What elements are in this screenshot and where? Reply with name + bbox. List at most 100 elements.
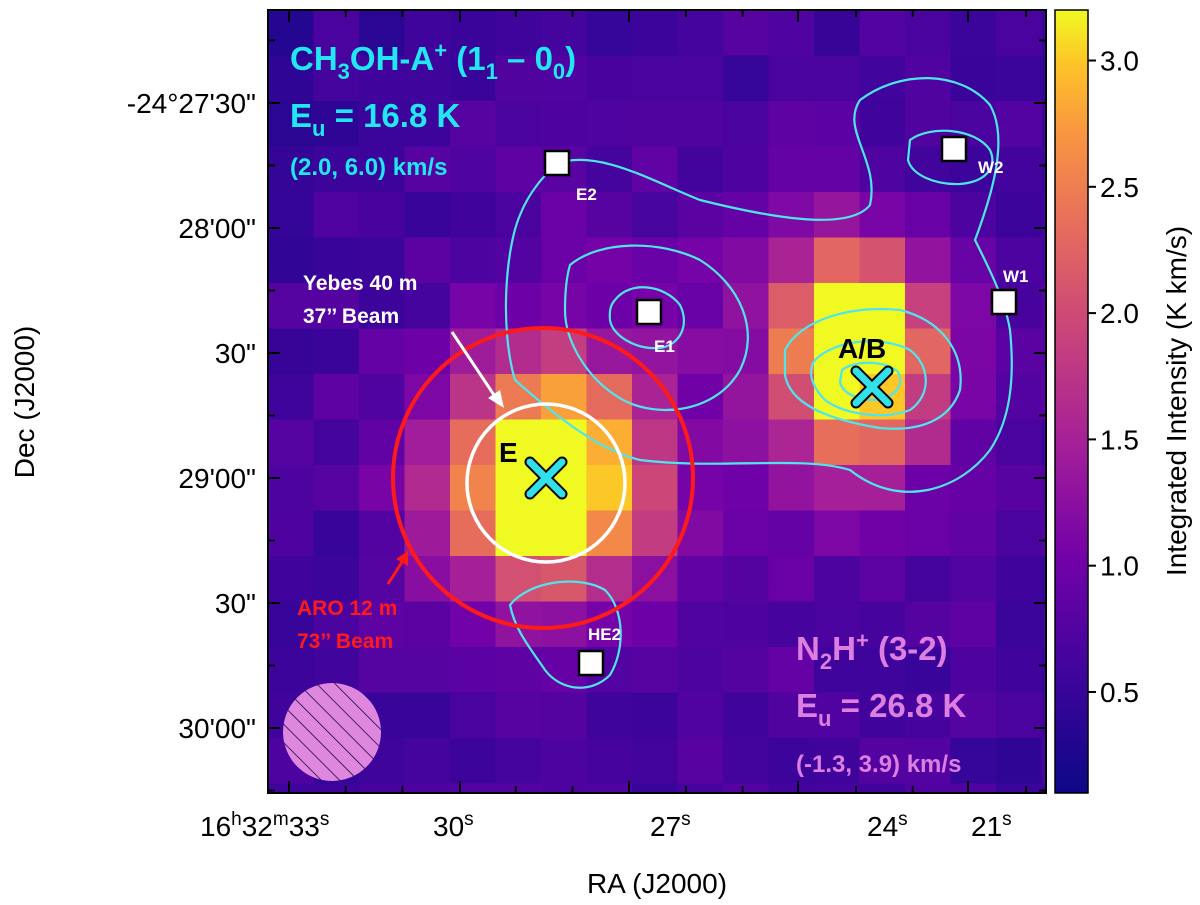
heatmap-cell [1041, 192, 1046, 239]
heatmap-cell [677, 328, 724, 375]
heatmap-cell [768, 146, 815, 193]
y-axis-label: Dec (J2000) [9, 326, 40, 479]
heatmap-cell [723, 601, 770, 648]
heatmap-cell [950, 283, 997, 330]
heatmap-cell [723, 556, 770, 603]
heatmap-cell [859, 328, 906, 375]
heatmap-cell [541, 783, 588, 793]
yebes-label-1: Yebes 40 m [303, 272, 417, 295]
heatmap-cell [996, 738, 1043, 785]
heatmap-cell [404, 601, 451, 648]
heatmap-cell [359, 783, 406, 793]
x-tick-label: 21s [971, 809, 1012, 842]
yebes-label-2: 37’’ Beam [303, 305, 399, 328]
heatmap-cell [814, 283, 861, 330]
heatmap-cell [632, 10, 679, 57]
heatmap-cell [814, 55, 861, 102]
heatmap-cell [950, 419, 997, 466]
heatmap-cell [268, 328, 315, 375]
heatmap-cell [450, 10, 497, 57]
y-tick-label: 30'00" [178, 713, 256, 744]
heatmap-cell [1041, 601, 1046, 648]
heatmap-cell [905, 10, 952, 57]
heatmap-cell [632, 647, 679, 694]
position-markers [543, 135, 1018, 677]
heatmap-cell [450, 556, 497, 603]
heatmap-cell [768, 738, 815, 785]
heatmap-cell [859, 192, 906, 239]
heatmap-cell [404, 55, 451, 102]
heatmap-cell [313, 101, 360, 148]
heatmap-cell [404, 738, 451, 785]
heatmap-cell [996, 192, 1043, 239]
heatmap-cell [313, 237, 360, 284]
heatmap-cell [1041, 146, 1046, 193]
heatmap-cell [359, 146, 406, 193]
heatmap-cell [450, 510, 497, 557]
heatmap-cell [859, 237, 906, 284]
x-tick-label: 24s [867, 809, 908, 842]
heatmap-cell [632, 601, 679, 648]
heatmap-cell [723, 692, 770, 739]
heatmap-cell [677, 647, 724, 694]
heatmap-cell [905, 692, 952, 739]
heatmap-cell [1041, 647, 1046, 694]
heatmap-cell [859, 601, 906, 648]
heatmap-cell [905, 783, 952, 793]
heatmap-cell [268, 283, 315, 330]
heatmap-cell [268, 55, 315, 102]
heatmap-cell [950, 510, 997, 557]
n2h-eu-label: Eu = 26.8 K [796, 687, 966, 731]
heatmap-cell [541, 101, 588, 148]
heatmap-cell [268, 101, 315, 148]
heatmap-cell [814, 101, 861, 148]
heatmap-cell [996, 146, 1043, 193]
heatmap-cell [450, 738, 497, 785]
heatmap-cell [996, 55, 1043, 102]
heatmap-cell [359, 556, 406, 603]
marker-he2 [577, 649, 605, 677]
heatmap-cell [905, 510, 952, 557]
heatmap-cell [450, 192, 497, 239]
heatmap-cell [313, 55, 360, 102]
colorbar-label: Integrated Intensity (K km/s) [1161, 226, 1192, 576]
heatmap-cell [723, 374, 770, 421]
heatmap-cell [996, 374, 1043, 421]
y-tick-labels: -24°27'30" 28'00" 30" 29'00" 30" 30'00" [127, 88, 256, 744]
marker-e1 [635, 298, 663, 326]
heatmap-cell [404, 10, 451, 57]
heatmap-cell [996, 692, 1043, 739]
heatmap-cell [723, 55, 770, 102]
heatmap-cell [541, 192, 588, 239]
heatmap-cell [996, 465, 1043, 512]
heatmap-cell [859, 101, 906, 148]
heatmap-cell [996, 601, 1043, 648]
heatmap-cell [677, 55, 724, 102]
y-tick-label: 29'00" [178, 463, 256, 494]
heatmap-cell [268, 419, 315, 466]
heatmap-cell [1041, 101, 1046, 148]
heatmap-cell [996, 237, 1043, 284]
heatmap-cell [950, 692, 997, 739]
heatmap-cell [677, 283, 724, 330]
heatmap-cell [996, 419, 1043, 466]
cross-ab [850, 365, 894, 409]
heatmap-cell [541, 692, 588, 739]
y-tick-label: 30" [215, 338, 256, 369]
heatmap-cell [723, 647, 770, 694]
heatmap-cell [768, 237, 815, 284]
heatmap-cell [586, 738, 633, 785]
heatmap-cell [495, 192, 542, 239]
heatmap-cell [1041, 283, 1046, 330]
heatmap-cell [632, 692, 679, 739]
marker-e2 [543, 149, 571, 177]
heatmap-cell [632, 510, 679, 557]
heatmap-cell [586, 510, 633, 557]
heatmap-cell [950, 783, 997, 793]
heatmap-cell [268, 783, 315, 793]
heatmap-cell [905, 601, 952, 648]
heatmap-cell [950, 601, 997, 648]
heatmap-cell [268, 556, 315, 603]
contour-ab-mid [810, 340, 927, 417]
heatmap-cell [450, 692, 497, 739]
